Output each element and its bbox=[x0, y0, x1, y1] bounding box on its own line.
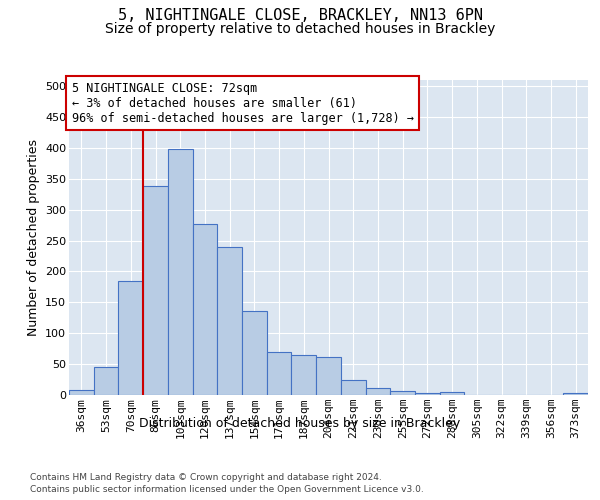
Text: Distribution of detached houses by size in Brackley: Distribution of detached houses by size … bbox=[139, 418, 461, 430]
Text: Contains HM Land Registry data © Crown copyright and database right 2024.: Contains HM Land Registry data © Crown c… bbox=[30, 472, 382, 482]
Text: Contains public sector information licensed under the Open Government Licence v3: Contains public sector information licen… bbox=[30, 485, 424, 494]
Bar bbox=[563, 393, 588, 395]
Text: 5 NIGHTINGALE CLOSE: 72sqm
← 3% of detached houses are smaller (61)
96% of semi-: 5 NIGHTINGALE CLOSE: 72sqm ← 3% of detac… bbox=[71, 82, 413, 124]
Y-axis label: Number of detached properties: Number of detached properties bbox=[26, 139, 40, 336]
Bar bbox=[118, 280, 143, 395]
Bar bbox=[440, 392, 464, 395]
Bar bbox=[390, 392, 415, 395]
Bar bbox=[341, 380, 365, 395]
Bar bbox=[415, 392, 440, 395]
Text: 5, NIGHTINGALE CLOSE, BRACKLEY, NN13 6PN: 5, NIGHTINGALE CLOSE, BRACKLEY, NN13 6PN bbox=[118, 8, 482, 22]
Bar bbox=[292, 355, 316, 395]
Bar bbox=[316, 356, 341, 395]
Bar bbox=[94, 366, 118, 395]
Bar bbox=[168, 149, 193, 395]
Bar bbox=[69, 390, 94, 395]
Bar bbox=[193, 224, 217, 395]
Bar bbox=[365, 388, 390, 395]
Text: Size of property relative to detached houses in Brackley: Size of property relative to detached ho… bbox=[105, 22, 495, 36]
Bar bbox=[217, 248, 242, 395]
Bar bbox=[267, 352, 292, 395]
Bar bbox=[242, 311, 267, 395]
Bar bbox=[143, 186, 168, 395]
